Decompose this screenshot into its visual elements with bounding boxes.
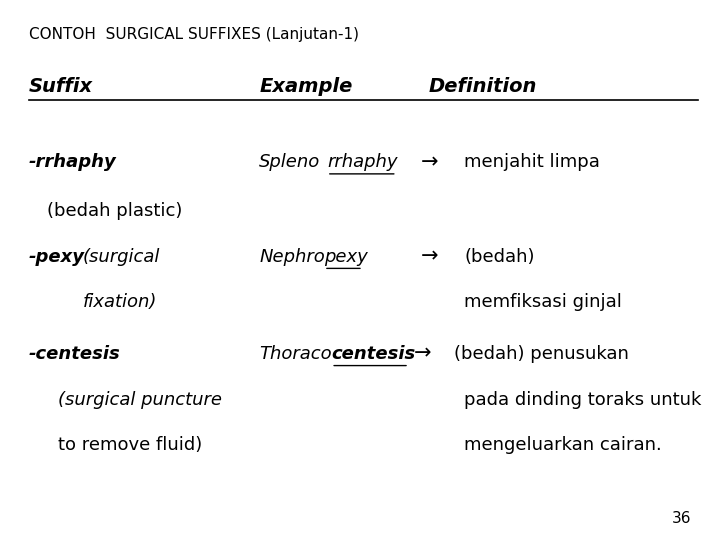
Text: →: →	[421, 152, 438, 172]
Text: fixation): fixation)	[83, 293, 157, 312]
Text: (bedah) penusukan: (bedah) penusukan	[454, 345, 629, 363]
Text: -rrhaphy: -rrhaphy	[29, 153, 117, 171]
Text: memfiksasi ginjal: memfiksasi ginjal	[464, 293, 622, 312]
Text: to remove fluid): to remove fluid)	[58, 436, 202, 455]
Text: →: →	[421, 246, 438, 267]
Text: CONTOH  SURGICAL SUFFIXES (Lanjutan-1): CONTOH SURGICAL SUFFIXES (Lanjutan-1)	[29, 27, 359, 42]
Text: (bedah plastic): (bedah plastic)	[47, 201, 182, 220]
Text: Suffix: Suffix	[29, 77, 93, 96]
Text: Nephro: Nephro	[259, 247, 325, 266]
Text: 36: 36	[672, 511, 691, 526]
Text: pada dinding toraks untuk: pada dinding toraks untuk	[464, 390, 702, 409]
Text: -centesis: -centesis	[29, 345, 120, 363]
Text: centesis: centesis	[331, 345, 415, 363]
Text: Spleno: Spleno	[259, 153, 320, 171]
Text: →: →	[414, 343, 431, 364]
Text: (bedah): (bedah)	[464, 247, 535, 266]
Text: (surgical: (surgical	[83, 247, 160, 266]
Text: mengeluarkan cairan.: mengeluarkan cairan.	[464, 436, 662, 455]
Text: Thoraco: Thoraco	[259, 345, 332, 363]
Text: Example: Example	[259, 77, 353, 96]
Text: (surgical puncture: (surgical puncture	[58, 390, 222, 409]
Text: pexy: pexy	[324, 247, 368, 266]
Text: Definition: Definition	[428, 77, 537, 96]
Text: menjahit limpa: menjahit limpa	[464, 153, 600, 171]
Text: rrhaphy: rrhaphy	[327, 153, 397, 171]
Text: -pexy: -pexy	[29, 247, 85, 266]
